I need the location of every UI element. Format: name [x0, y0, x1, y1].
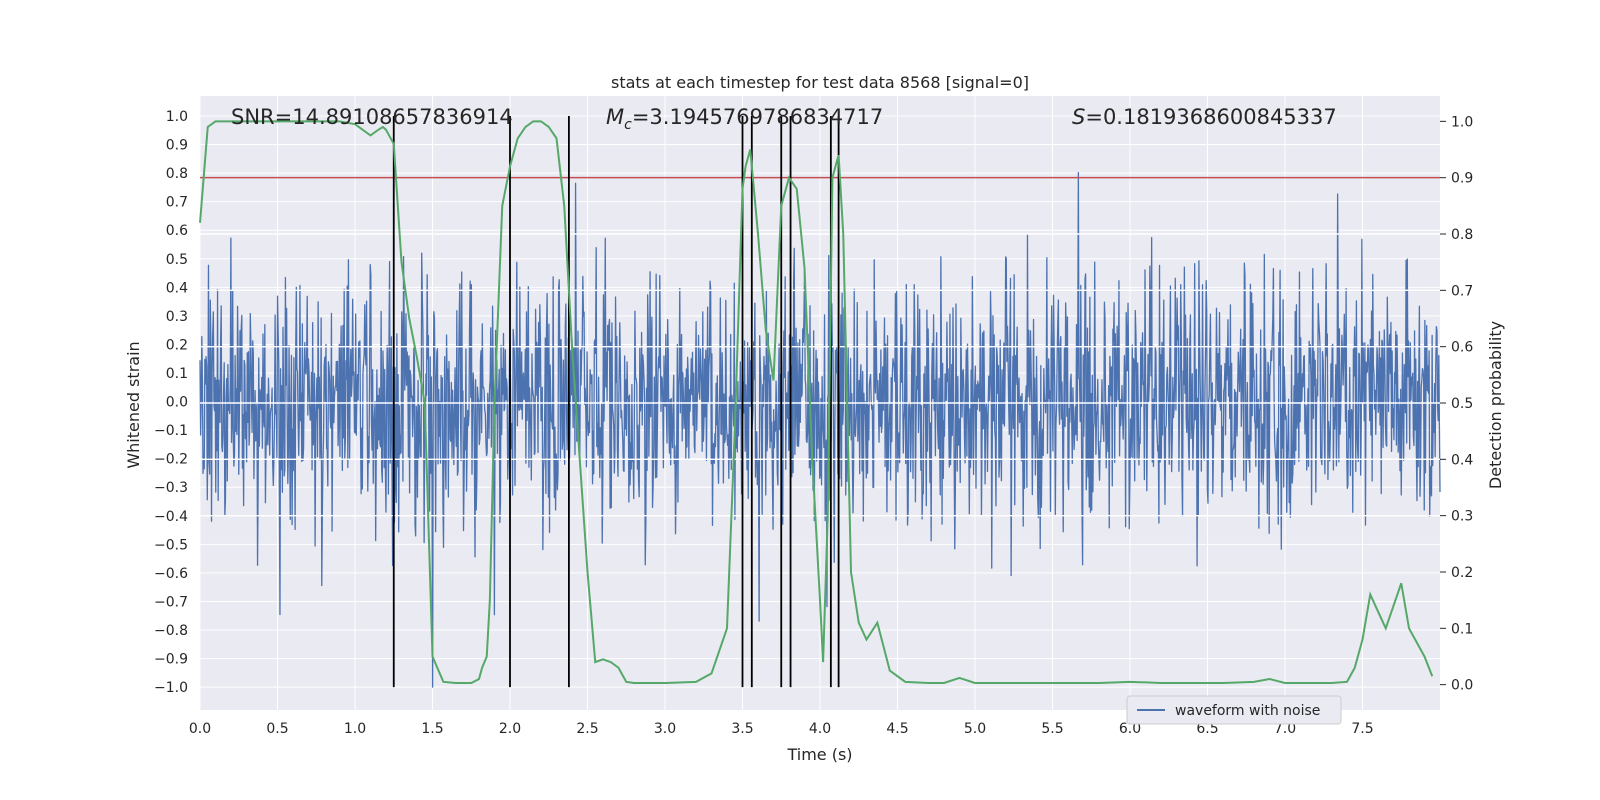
snr-annotation: SNR=14.89108657836914 [231, 105, 513, 129]
y2-tick-label: 0.9 [1451, 171, 1473, 187]
x-tick-label: 3.0 [654, 721, 676, 737]
y-tick-label: −0.7 [154, 594, 188, 610]
y-tick-label: 0.3 [166, 309, 188, 325]
y-tick-label: 0.8 [166, 166, 188, 182]
chart-title: stats at each timestep for test data 856… [611, 73, 1029, 92]
y-tick-label: −0.6 [154, 566, 188, 582]
y-tick-label: 0.9 [166, 138, 188, 154]
y-tick-label: −0.8 [154, 623, 188, 639]
legend: waveform with noise [1126, 695, 1342, 725]
y-tick-labels: 1.0 0.9 0.8 0.7 0.6 0.5 0.4 0.3 0.2 0.1 0.0 −0.1 −0.… [154, 109, 188, 696]
x-tick-label: 6.0 [1119, 721, 1141, 737]
x-tick-label: 4.5 [886, 721, 908, 737]
x-tick-label: 0.5 [266, 721, 288, 737]
y-tick-label: 0.6 [166, 223, 188, 239]
y-tick-label: 0.4 [166, 280, 188, 296]
x-tick-label: 1.5 [421, 721, 443, 737]
x-tick-label: 1.0 [344, 721, 366, 737]
s-annotation: S=0.1819368600845337 [1072, 105, 1337, 129]
x-tick-label: 7.5 [1351, 721, 1373, 737]
y-tick-label: −0.3 [154, 480, 188, 496]
y2-tick-label: 0.3 [1451, 509, 1473, 525]
y-tick-label: −1.0 [154, 680, 188, 696]
y2-axis-label: Detection probability [1486, 321, 1505, 489]
x-tick-label: 2.5 [576, 721, 598, 737]
mc-symbol: M [606, 105, 624, 129]
probability-grid-lines [200, 233, 1440, 517]
y2-tick-label: 0.6 [1451, 340, 1473, 356]
y-tick-label: −0.4 [154, 509, 188, 525]
y-tick-label: 0.0 [166, 395, 188, 411]
y-tick-label: −0.9 [154, 652, 188, 668]
y-tick-label: 0.5 [166, 252, 188, 268]
x-tick-label: 0.0 [189, 721, 211, 737]
waveform-series [199, 171, 1441, 688]
y2-tick-label: 1.0 [1451, 114, 1473, 130]
x-axis-label: Time (s) [786, 745, 852, 764]
y2-tick-label: 0.8 [1451, 227, 1473, 243]
y-tick-label: −0.1 [154, 423, 188, 439]
x-tick-label: 3.5 [731, 721, 753, 737]
y-tick-label: 1.0 [166, 109, 188, 125]
x-tick-label: 2.0 [499, 721, 521, 737]
x-tick-label: 4.0 [809, 721, 831, 737]
y2-tick-label: 0.5 [1451, 396, 1473, 412]
x-tick-label: 6.5 [1196, 721, 1218, 737]
y-tick-label: 0.1 [166, 366, 188, 382]
y2-tick-label: 0.1 [1451, 621, 1473, 637]
mc-subscript: c [624, 117, 632, 133]
y2-tick-label: 0.0 [1451, 678, 1473, 694]
x-tick-label: 5.5 [1041, 721, 1063, 737]
s-value: =0.1819368600845337 [1085, 105, 1336, 129]
waveform-line [199, 171, 1441, 688]
y2-tick-label: 0.4 [1451, 452, 1473, 468]
detection-probability-line [199, 120, 1434, 684]
y-tick-label: −0.5 [154, 537, 188, 553]
y2-tick-label: 0.2 [1451, 565, 1473, 581]
y-axis-label: Whitened strain [124, 341, 143, 468]
mc-value: =3.1945769786834717 [632, 105, 883, 129]
y-tick-label: 0.2 [166, 337, 188, 353]
x-tick-label: 7.0 [1274, 721, 1296, 737]
y-tick-label: 0.7 [166, 195, 188, 211]
x-tick-labels: 0.0 0.5 1.0 1.5 2.0 2.5 3.0 3.5 4.0 4.5 5.0 5.5 6.0 6… [189, 721, 1374, 737]
chirp-mass-annotation: Mc=3.1945769786834717 [606, 105, 883, 133]
x-tick-label: 5.0 [964, 721, 986, 737]
y2-tick-labels: 1.0 0.9 0.8 0.7 0.6 0.5 0.4 0.3 0.2 0.1 0.0 [1440, 114, 1473, 694]
s-symbol: S [1072, 105, 1085, 129]
legend-label: waveform with noise [1175, 703, 1320, 719]
y-tick-label: −0.2 [154, 452, 188, 468]
legend-box [1126, 695, 1342, 725]
y2-tick-label: 0.7 [1451, 283, 1473, 299]
